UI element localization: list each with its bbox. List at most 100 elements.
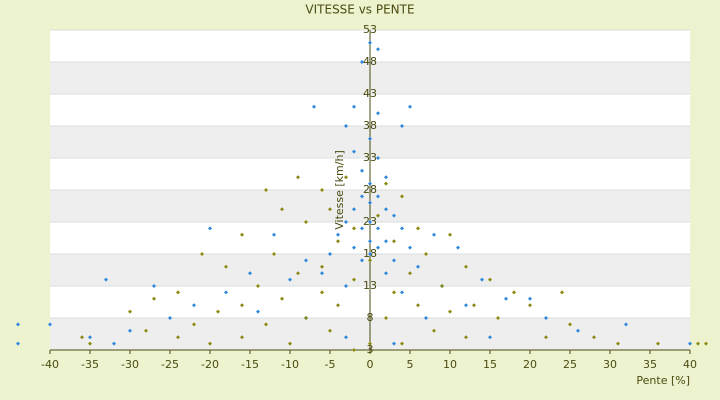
x-tick-label: -10 xyxy=(281,358,299,371)
scatter-point xyxy=(368,136,372,141)
scatter-point xyxy=(408,245,412,250)
scatter-point xyxy=(624,322,628,327)
scatter-point xyxy=(696,341,700,346)
scatter-point xyxy=(568,322,572,327)
scatter-point xyxy=(224,290,228,295)
scatter-point xyxy=(336,232,340,237)
y-tick-label: 13 xyxy=(363,279,377,292)
x-tick-label: 30 xyxy=(603,358,617,371)
scatter-point xyxy=(432,328,436,333)
scatter-point xyxy=(208,341,212,346)
scatter-point xyxy=(328,207,332,212)
scatter-point xyxy=(256,284,260,288)
scatter-point xyxy=(512,290,516,295)
scatter-point xyxy=(128,309,132,314)
scatter-point xyxy=(576,328,580,333)
scatter-point xyxy=(152,296,156,301)
scatter-point xyxy=(368,252,372,256)
scatter-point xyxy=(296,271,300,276)
x-tick-label: 25 xyxy=(563,358,577,371)
scatter-point xyxy=(656,341,660,346)
scatter-point xyxy=(384,181,388,186)
x-tick-label: -20 xyxy=(201,358,219,371)
y-tick-label: 3 xyxy=(367,343,374,356)
scatter-point xyxy=(336,239,340,244)
scatter-point xyxy=(352,207,356,212)
y-tick-label: 28 xyxy=(363,183,377,196)
scatter-point xyxy=(176,290,180,295)
scatter-point xyxy=(344,124,348,128)
scatter-point xyxy=(224,264,228,269)
scatter-point xyxy=(288,277,292,282)
scatter-point xyxy=(424,252,428,256)
y-tick-label: 43 xyxy=(363,87,377,100)
scatter-point xyxy=(176,335,180,340)
scatter-point xyxy=(544,316,548,320)
scatter-point xyxy=(288,341,292,346)
scatter-point xyxy=(376,111,380,116)
scatter-point xyxy=(376,47,380,52)
scatter-point xyxy=(168,316,172,320)
scatter-point xyxy=(464,264,468,269)
y-tick-label: 33 xyxy=(363,151,377,164)
scatter-point xyxy=(464,303,468,308)
scatter-point xyxy=(352,104,356,109)
scatter-point xyxy=(432,232,436,237)
scatter-point xyxy=(408,104,412,109)
scatter-point xyxy=(376,194,380,199)
scatter-point xyxy=(328,328,332,333)
x-tick-label: -15 xyxy=(241,358,259,371)
scatter-point xyxy=(504,296,508,301)
scatter-point xyxy=(488,335,492,340)
scatter-point xyxy=(368,181,372,186)
scatter-point xyxy=(112,341,116,346)
scatter-point xyxy=(352,245,356,250)
scatter-point xyxy=(384,175,388,180)
scatter-point xyxy=(88,341,92,346)
scatter-point xyxy=(352,348,356,352)
scatter-point xyxy=(352,226,356,231)
scatter-point xyxy=(560,290,564,295)
scatter-point xyxy=(472,303,476,308)
scatter-point xyxy=(400,124,404,128)
scatter-point xyxy=(352,277,356,282)
scatter-point xyxy=(328,252,332,256)
y-tick-label: 53 xyxy=(363,23,377,36)
scatter-point xyxy=(392,341,396,346)
scatter-point xyxy=(272,252,276,256)
x-tick-label: 10 xyxy=(443,358,457,371)
scatter-point xyxy=(344,175,348,180)
scatter-point xyxy=(376,156,380,160)
scatter-point xyxy=(48,322,52,327)
x-tick-label: -25 xyxy=(161,358,179,371)
scatter-point xyxy=(488,277,492,282)
x-axis-label: Pente [%] xyxy=(636,374,690,387)
scatter-point xyxy=(240,232,244,237)
x-tick-label: 5 xyxy=(407,358,414,371)
scatter-point xyxy=(392,258,396,263)
scatter-point xyxy=(448,232,452,237)
scatter-point xyxy=(416,264,420,269)
scatter-point xyxy=(360,194,364,199)
scatter-point xyxy=(400,194,404,199)
scatter-point xyxy=(240,335,244,340)
scatter-point xyxy=(528,296,532,301)
scatter-point xyxy=(368,220,372,224)
scatter-point xyxy=(248,271,252,276)
scatter-point xyxy=(376,226,380,231)
scatter-point xyxy=(368,258,372,263)
scatter-point xyxy=(416,303,420,308)
scatter-point xyxy=(280,207,284,212)
scatter-point xyxy=(16,341,20,346)
x-tick-label: -30 xyxy=(121,358,139,371)
x-tick-label: 40 xyxy=(683,358,697,371)
scatter-point xyxy=(376,213,380,218)
scatter-point xyxy=(280,296,284,301)
scatter-point xyxy=(400,290,404,295)
scatter-point xyxy=(296,175,300,180)
x-tick-label: 0 xyxy=(367,358,374,371)
scatter-point xyxy=(360,60,364,64)
scatter-point xyxy=(344,220,348,224)
scatter-point xyxy=(688,341,692,346)
